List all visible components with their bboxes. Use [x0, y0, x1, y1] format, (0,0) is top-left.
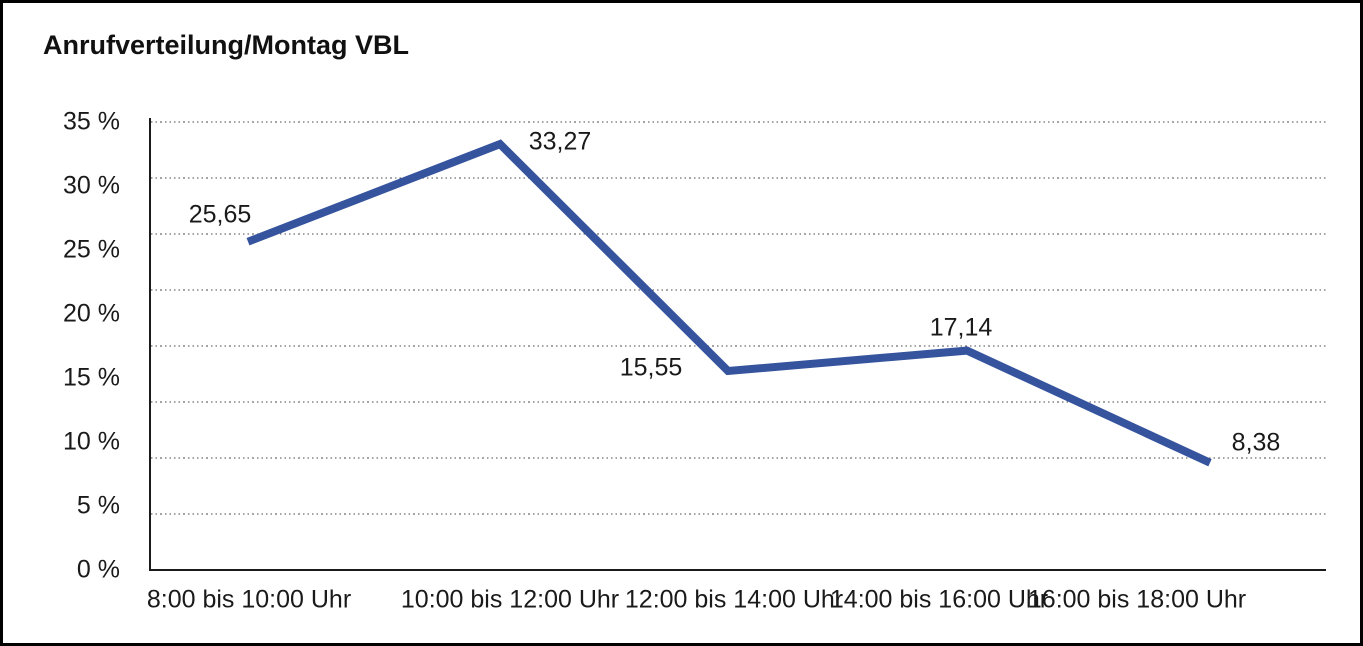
chart-title: Anrufverteilung/Montag VBL	[43, 30, 409, 60]
y-tick-label: 10 %	[63, 427, 120, 456]
plot-area	[149, 118, 1326, 571]
y-tick-label: 30 %	[63, 171, 120, 200]
data-point-label: 15,55	[619, 353, 683, 382]
x-category-label: 16:00 bis 18:00 Uhr	[1027, 585, 1247, 614]
y-tick-label: 15 %	[63, 363, 120, 392]
data-point-label: 17,14	[929, 313, 993, 342]
gridlines-group	[151, 121, 1326, 515]
x-category-label: 8:00 bis 10:00 Uhr	[146, 585, 352, 614]
series-group	[246, 139, 1212, 467]
data-point-label: 25,65	[188, 200, 252, 229]
y-tick-label: 25 %	[63, 235, 120, 264]
y-tick-label: 0 %	[76, 555, 120, 584]
y-tick-label: 5 %	[76, 491, 120, 520]
y-tick-label: 35 %	[63, 107, 120, 136]
data-point-label: 8,38	[1231, 428, 1281, 457]
y-tick-label: 20 %	[63, 299, 120, 328]
x-category-label: 10:00 bis 12:00 Uhr	[400, 585, 620, 614]
axes-group	[149, 118, 1326, 571]
data-point-label: 33,27	[528, 127, 592, 156]
data-line	[246, 139, 1212, 467]
x-category-label: 12:00 bis 14:00 Uhr	[624, 585, 844, 614]
x-category-label: 14:00 bis 16:00 Uhr	[829, 585, 1049, 614]
